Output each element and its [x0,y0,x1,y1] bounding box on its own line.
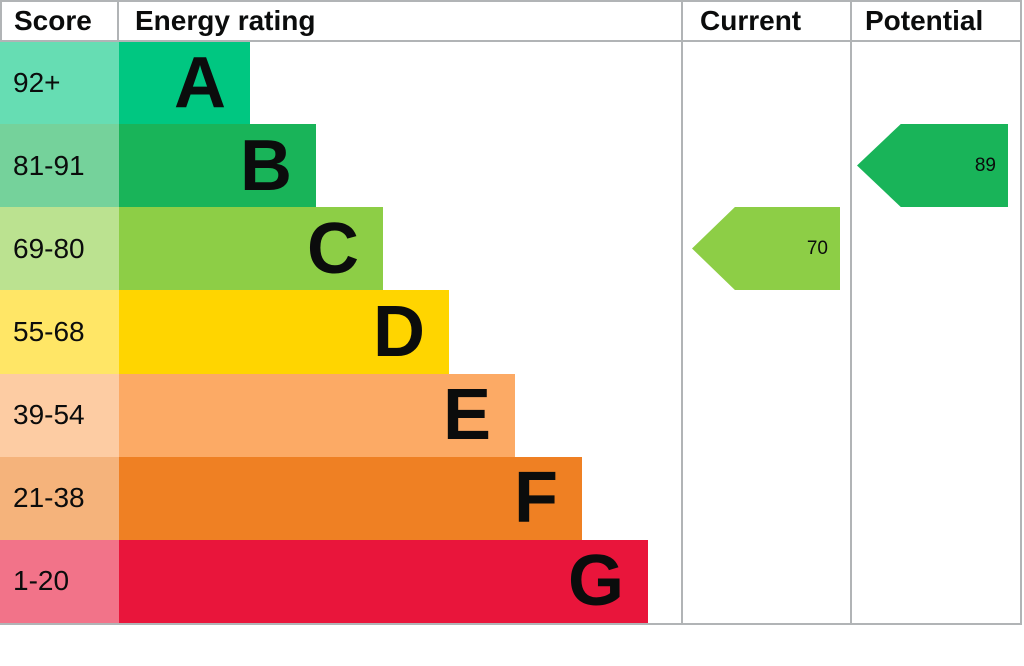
score-range-d: 55-68 [0,290,119,374]
band-letter-c: C [307,208,359,289]
table-header: Score Energy rating Current Potential [0,0,1022,41]
band-bar-c: C [119,207,383,291]
band-row-b: 81-91 B [0,124,1022,208]
band-letter-g: G [567,541,624,622]
band-row-f: 21-38 F [0,456,1022,540]
header-left-border [0,0,2,42]
band-letter-d: D [373,291,425,372]
band-bar-f: F [119,456,582,540]
potential-rating-value: 89 [974,155,996,176]
score-range-c: 69-80 [0,207,119,291]
band-bar-g: G [119,539,648,623]
border-top [0,0,1022,2]
border-right [1020,0,1022,625]
band-bar-b: B [119,124,316,208]
score-range-a: 92+ [0,41,119,125]
current-column-divider [681,0,683,625]
header-potential: Potential [865,4,984,36]
header-current: Current [700,4,802,36]
score-range-g: 1-20 [0,539,119,623]
band-letter-f: F [514,458,558,539]
band-row-d: 55-68 D [0,290,1022,374]
header-energy-rating: Energy rating [135,4,316,36]
band-row-c: 69-80 C [0,207,1022,291]
band-letter-a: A [174,42,226,123]
score-range-e: 39-54 [0,373,119,457]
band-bar-e: E [119,373,515,457]
potential-column-divider [850,0,852,625]
rating-bands: 92+ A 81-91 B 69-80 C 55-68 D 39-54 [0,41,1022,623]
band-row-g: 1-20 G [0,539,1022,623]
band-letter-b: B [240,125,292,206]
band-row-a: 92+ A [0,41,1022,125]
band-row-e: 39-54 E [0,373,1022,457]
band-bar-a: A [119,41,250,125]
band-bar-d: D [119,290,449,374]
band-letter-e: E [442,375,491,456]
header-score: Score [14,4,92,36]
header-divider [0,40,1022,42]
score-range-f: 21-38 [0,456,119,540]
current-rating-value: 70 [806,238,828,259]
score-column-divider [117,0,119,42]
score-range-b: 81-91 [0,124,119,208]
border-bottom [0,623,1022,625]
